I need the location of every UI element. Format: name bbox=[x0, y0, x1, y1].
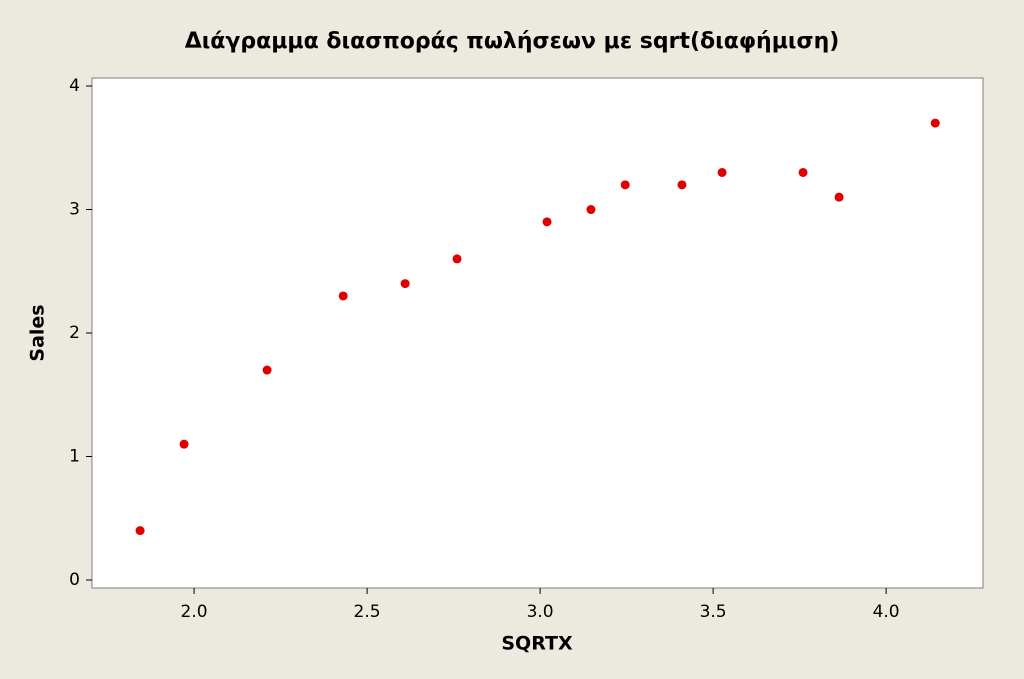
y-axis-label: Sales bbox=[27, 304, 49, 361]
point bbox=[798, 167, 808, 177]
x-tick-label: 2.0 bbox=[181, 602, 208, 622]
y-tick-label: 4 bbox=[69, 76, 80, 96]
point bbox=[338, 291, 348, 301]
point bbox=[930, 118, 940, 128]
y-tick-label: 0 bbox=[69, 570, 80, 590]
point bbox=[452, 254, 462, 264]
point bbox=[586, 205, 596, 215]
y-tick-label: 2 bbox=[69, 323, 80, 343]
y-tick-label: 3 bbox=[69, 200, 80, 220]
x-axis-label: SQRTX bbox=[501, 633, 573, 655]
y-tick-label: 1 bbox=[69, 446, 80, 466]
point bbox=[717, 167, 727, 177]
x-tick-label: 4.0 bbox=[873, 602, 900, 622]
point bbox=[834, 192, 844, 202]
point bbox=[262, 365, 272, 375]
point bbox=[400, 279, 410, 289]
point bbox=[620, 180, 630, 190]
point bbox=[179, 439, 189, 449]
x-tick-label: 2.5 bbox=[354, 602, 381, 622]
x-tick-label: 3.5 bbox=[700, 602, 727, 622]
point bbox=[135, 526, 145, 536]
point bbox=[542, 217, 552, 227]
plot-area bbox=[91, 77, 984, 589]
chart-title: Διάγραμμα διασποράς πωλήσεων με sqrt(δια… bbox=[185, 29, 840, 54]
x-tick-label: 3.0 bbox=[527, 602, 554, 622]
point bbox=[677, 180, 687, 190]
